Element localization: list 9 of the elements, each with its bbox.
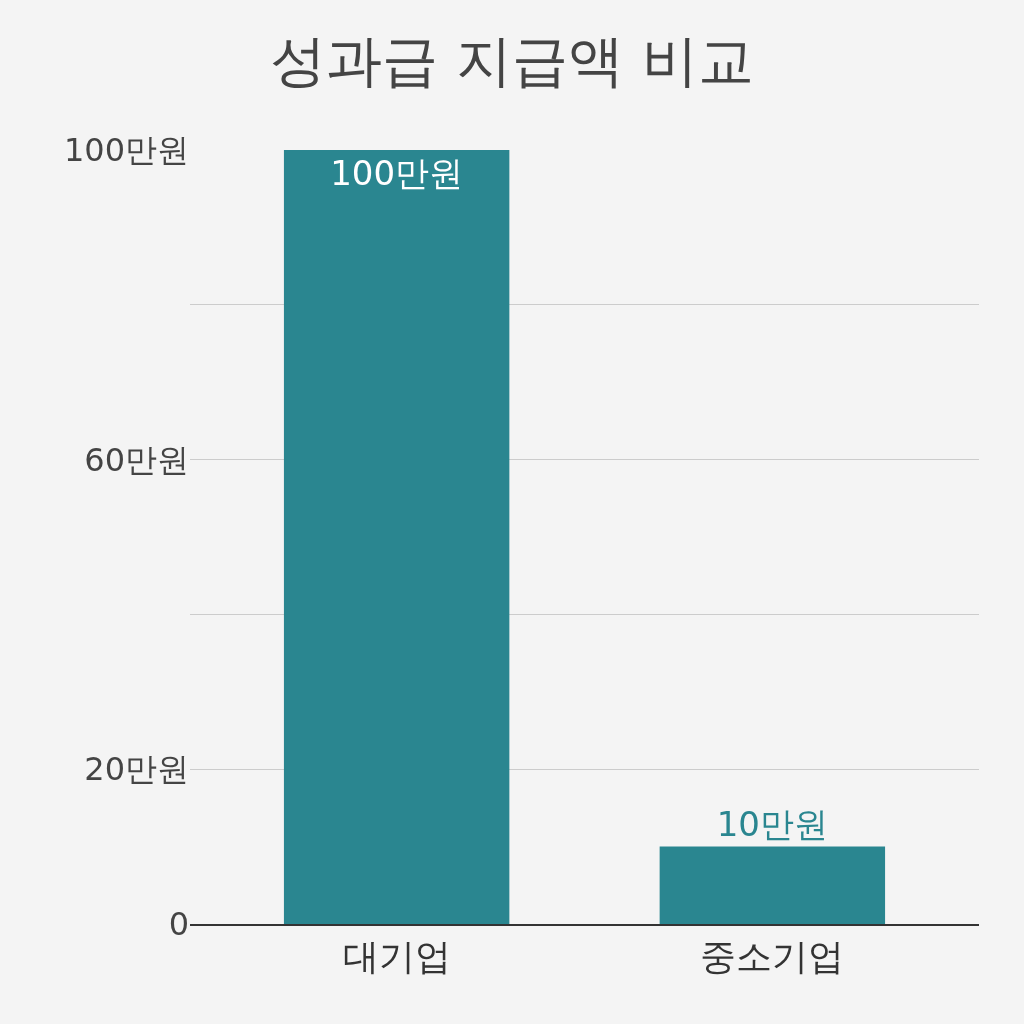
y-tick-label: 60만원 <box>84 440 189 479</box>
y-tick-label: 20만원 <box>84 750 189 789</box>
x-tick-label: 중소기업 <box>700 936 845 978</box>
data-label: 100만원 <box>330 153 464 193</box>
x-tick-label: 대기업 <box>342 936 451 978</box>
y-tick-label: 0 <box>168 905 189 944</box>
data-label: 10만원 <box>716 803 828 844</box>
y-tick-label: 100만원 <box>63 131 189 170</box>
chart-title: 성과급 지급액 비교 <box>270 28 754 94</box>
